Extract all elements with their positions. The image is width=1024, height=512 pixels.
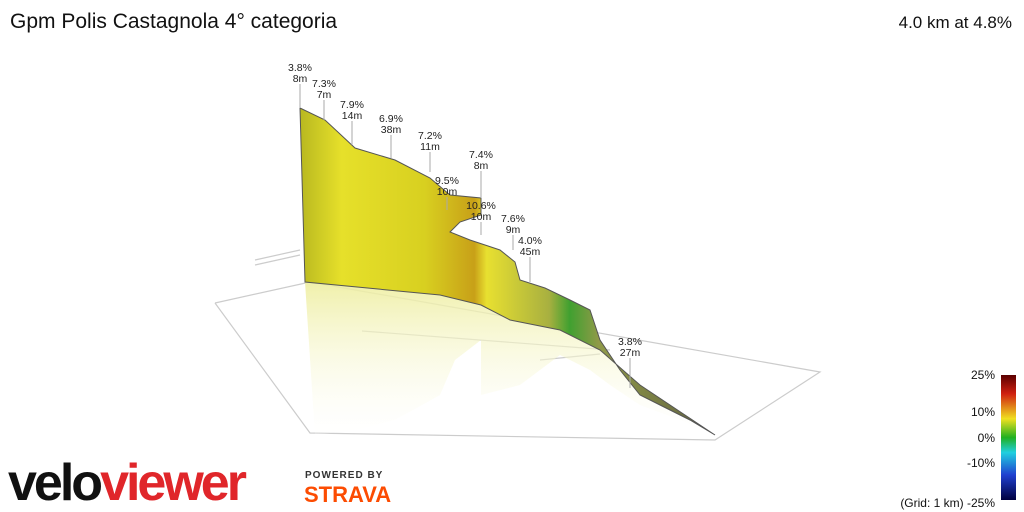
profile-ribbon bbox=[299, 107, 716, 436]
annotation-length: 8m bbox=[474, 160, 489, 172]
annotation-grade: 6.9% bbox=[379, 113, 403, 125]
annotation-length: 10m bbox=[437, 186, 458, 198]
annotation-grade: 9.5% bbox=[435, 175, 459, 187]
summary: 4.0 km at 4.8% bbox=[899, 13, 1012, 32]
annotation-length: 8m bbox=[293, 73, 308, 85]
scale-label: 25% bbox=[971, 368, 995, 382]
scale-label: 0% bbox=[978, 431, 996, 445]
scale-label: -10% bbox=[967, 456, 995, 470]
annotation-grade: 7.4% bbox=[469, 149, 493, 161]
annotation-grade: 7.9% bbox=[340, 99, 364, 111]
annotation-grade: 4.0% bbox=[518, 235, 542, 247]
annotation-grade: 7.3% bbox=[312, 78, 336, 90]
annotation-length: 11m bbox=[420, 141, 440, 153]
title: Gpm Polis Castagnola 4° categoria bbox=[10, 10, 337, 33]
color-bar bbox=[1001, 375, 1016, 500]
logo: veloviewer bbox=[8, 454, 247, 512]
annotation-length: 7m bbox=[317, 89, 332, 101]
logo-velo: velo bbox=[8, 454, 101, 512]
strava: STRAVA bbox=[304, 482, 391, 507]
annotation-length: 38m bbox=[381, 124, 402, 136]
powered-by: POWERED BY bbox=[305, 470, 383, 481]
annotation-grade: 7.2% bbox=[418, 130, 442, 142]
logo-viewer: viewer bbox=[100, 454, 247, 512]
scale-label: 10% bbox=[971, 405, 995, 419]
profile-reflection bbox=[305, 282, 715, 435]
annotation-length: 45m bbox=[520, 246, 541, 258]
annotation-length: 14m bbox=[342, 110, 363, 122]
annotation-grade: 10.6% bbox=[466, 200, 496, 212]
annotation-length: 10m bbox=[471, 211, 492, 223]
annotation-grade: 7.6% bbox=[501, 213, 525, 225]
annotation-length: 9m bbox=[506, 224, 521, 236]
annotation-grade: 3.8% bbox=[288, 62, 312, 74]
grid-note: (Grid: 1 km) -25% bbox=[900, 496, 995, 510]
annotation-grade: 3.8% bbox=[618, 336, 642, 348]
annotation-length: 27m bbox=[620, 347, 641, 359]
